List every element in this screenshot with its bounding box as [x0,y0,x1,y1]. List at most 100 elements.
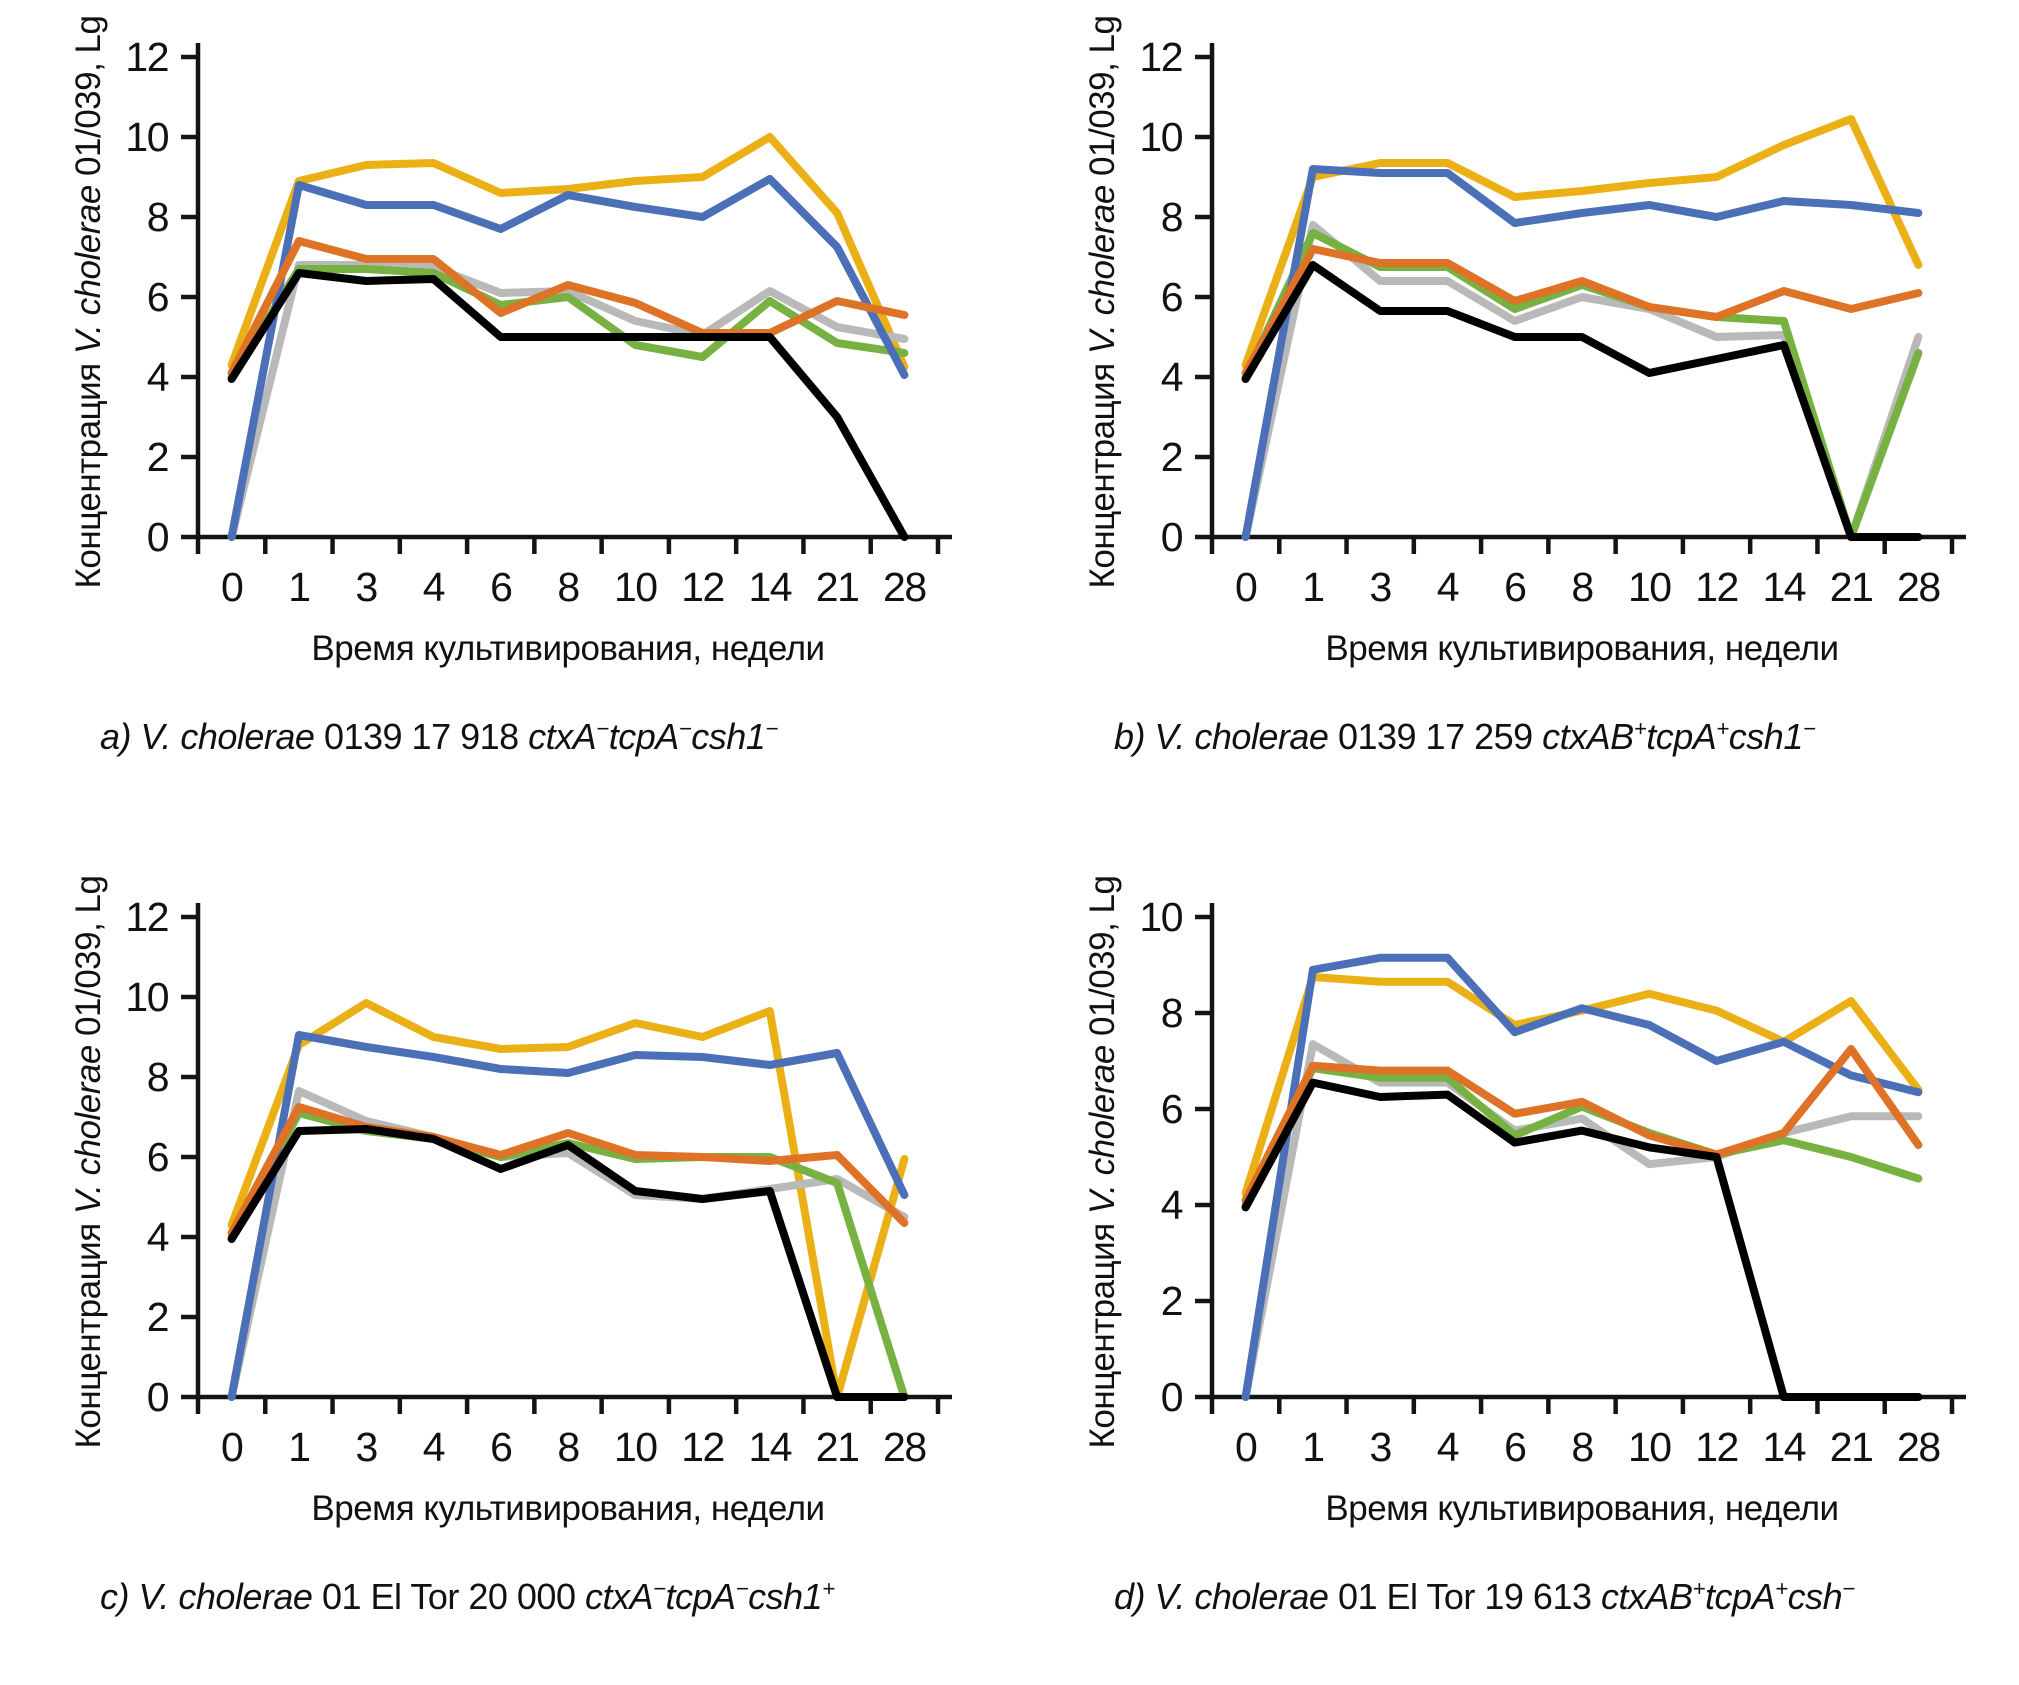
x-axis-title: Время культивирования, недели [1325,629,1838,668]
series-orange-line [227,237,909,377]
caption-segment: ctxAB [1542,716,1634,757]
y-tick-label: 10 [125,114,168,160]
x-tick-label: 14 [749,564,792,610]
x-tick-label: 28 [883,564,926,610]
x-tick-label: 28 [883,1424,926,1470]
caption-segment: + [1716,716,1729,741]
figure-a-caption: a) V. cholerae 0139 17 918 ctxA−tcpA−csh… [100,716,1008,758]
figure-c-caption: c) V. cholerae 01 El Tor 20 000 ctxA−tcp… [100,1576,1008,1618]
y-tick-label: 12 [1139,34,1182,80]
series-green-line [1241,1064,1923,1209]
figure-d: 0 2 4 6 8 10 0 1 3 4 6 8 10 12 14 21 28 Время культивиров… [1062,872,2019,1618]
x-tick-label: 14 [749,1424,792,1470]
y-axis-title: Концентрация V. cholerae 01/039, Lg [69,876,108,1449]
y-tick-label: 6 [147,1134,168,1180]
caption-segment: b) [1114,716,1155,757]
y-tick-label: 2 [1161,434,1182,480]
x-tick-label: 6 [1504,564,1525,610]
caption-segment: 0139 17 918 [314,716,529,757]
y-tick-label: 12 [125,34,168,80]
caption-segment: V. cholerae [1154,1576,1329,1617]
caption-segment: csh [1787,1576,1843,1617]
y-tick-label: 4 [1161,1182,1183,1228]
x-tick-label: 8 [1571,564,1593,610]
caption-segment: tcpA [608,716,680,757]
caption-segment: 01 El Tor 19 613 [1328,1576,1601,1617]
y-tick-label: 0 [1161,514,1183,560]
x-tick-label: 10 [1628,1424,1671,1470]
y-tick-label: 0 [1161,1374,1183,1420]
caption-segment: − [596,716,609,741]
caption-segment: − [765,716,778,741]
y-tick-label: 10 [1139,894,1182,940]
x-tick-label: 1 [1302,1424,1323,1470]
series-yellow-line [227,999,909,1401]
x-tick-label: 3 [1370,1424,1391,1470]
caption-segment: V. cholerae [140,716,315,757]
caption-segment: − [1842,1576,1855,1601]
x-tick-label: 4 [1437,564,1459,610]
series-gray-line [227,261,909,541]
y-axis-title: Концентрация V. cholerae 01/039, Lg [69,16,108,589]
y-tick-label: 8 [1161,990,1183,1036]
series-gray-line [1241,221,1923,541]
series-black-line [227,1125,909,1401]
caption-segment: + [1633,716,1647,741]
caption-segment: V. cholerae [138,1576,313,1617]
y-axis-title: Концентрация V. cholerae 01/039, Lg [1083,16,1122,589]
y-tick-label: 8 [147,1054,169,1100]
series-black-line [1241,261,1923,541]
series-blue-line [227,175,909,541]
series-blue-line [227,1031,909,1401]
caption-segment: + [1775,1576,1788,1601]
y-tick-label: 10 [125,974,168,1020]
series-blue-line [1241,165,1923,541]
y-tick-label: 4 [147,354,169,400]
caption-segment: − [652,1576,666,1601]
y-tick-label: 0 [147,1374,169,1420]
x-axis-title: Время культивирования, недели [311,629,824,668]
x-tick-label: 14 [1763,564,1806,610]
x-tick-label: 10 [1628,564,1671,610]
caption-segment: ctxAB [1600,1576,1693,1617]
caption-segment: + [1692,1576,1706,1601]
x-axis-title: Время культивирования, недели [311,1489,824,1528]
x-tick-label: 0 [1235,564,1257,610]
caption-segment: ctxA [584,1576,654,1617]
y-tick-label: 0 [147,514,169,560]
series-yellow-line [227,133,909,371]
caption-segment: V. cholerae [1154,716,1329,757]
caption-segment: 0139 17 259 [1328,716,1543,757]
caption-segment: c) [100,1576,139,1617]
figure-b-caption: b) V. cholerae 0139 17 259 ctxAB+tcpA+cs… [1114,716,2019,758]
caption-segment: a) [100,716,141,757]
x-tick-label: 21 [816,1424,859,1470]
caption-segment: − [678,716,692,741]
y-tick-label: 4 [1161,354,1183,400]
x-tick-label: 21 [816,564,859,610]
y-tick-label: 4 [147,1214,169,1260]
caption-segment: tcpA [1646,716,1717,757]
x-tick-label: 0 [221,564,243,610]
figure-d-caption: d) V. cholerae 01 El Tor 19 613 ctxAB+tc… [1114,1576,2019,1618]
y-tick-label: 6 [147,274,168,320]
x-tick-label: 12 [1695,1424,1738,1470]
figure-b: 0 2 4 6 8 10 12 0 1 3 4 6 8 10 12 14 21 28 Время культивир… [1062,12,2019,758]
figure-a: 0 2 4 6 8 10 12 0 1 3 4 6 8 10 12 14 21 28 Время культивир… [48,12,1008,758]
y-tick-label: 10 [1139,114,1182,160]
x-tick-label: 28 [1897,1424,1940,1470]
caption-segment: tcpA [665,1576,737,1617]
y-tick-label: 2 [147,434,168,480]
x-tick-label: 6 [490,1424,511,1470]
series-black-line [227,269,909,541]
x-tick-label: 4 [423,564,445,610]
x-tick-label: 6 [1504,1424,1525,1470]
x-tick-label: 4 [423,1424,445,1470]
x-tick-label: 3 [356,1424,377,1470]
caption-segment: 01 El Tor 20 000 [312,1576,585,1617]
caption-segment: csh1 [691,716,766,757]
